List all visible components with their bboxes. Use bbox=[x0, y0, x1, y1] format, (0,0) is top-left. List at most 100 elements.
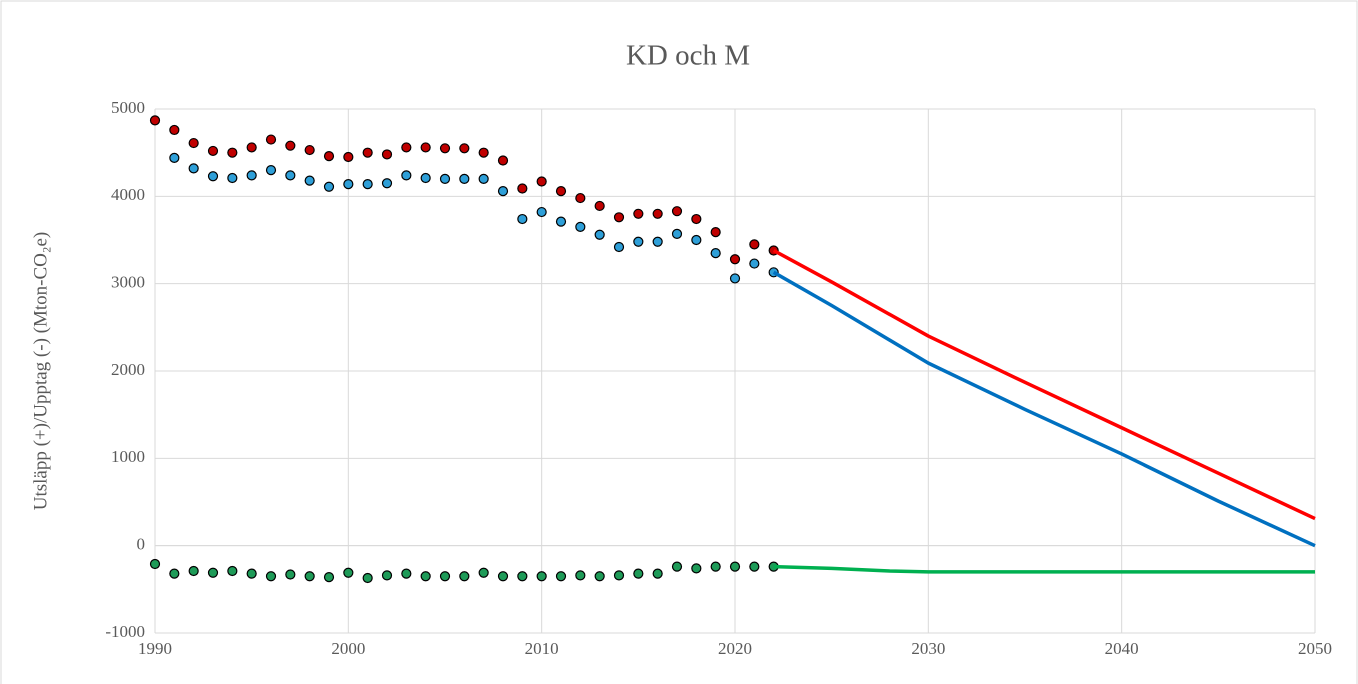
data-point bbox=[575, 570, 586, 581]
data-point bbox=[188, 163, 199, 174]
data-point bbox=[691, 213, 702, 225]
y-tick-label: 5000 bbox=[111, 98, 145, 117]
data-point bbox=[420, 571, 431, 582]
data-point bbox=[652, 208, 663, 219]
data-point bbox=[401, 568, 412, 579]
y-tick-label: 3000 bbox=[111, 273, 145, 292]
data-point bbox=[420, 172, 431, 184]
data-point bbox=[207, 145, 219, 157]
data-point bbox=[227, 147, 238, 158]
data-point bbox=[304, 571, 315, 582]
y-axis-title: Utsläpp (+)/Upptag (-) (Mton-CO₂e) bbox=[30, 232, 51, 511]
data-point bbox=[536, 206, 547, 218]
data-point bbox=[749, 561, 760, 572]
x-tick-label: 1990 bbox=[138, 639, 172, 658]
data-point bbox=[729, 254, 741, 265]
data-point bbox=[304, 144, 315, 156]
data-point bbox=[478, 147, 489, 158]
data-point bbox=[207, 567, 219, 578]
x-tick-label: 2040 bbox=[1105, 639, 1139, 658]
data-point bbox=[265, 134, 277, 145]
data-point bbox=[729, 561, 741, 572]
data-point bbox=[478, 173, 489, 184]
data-point bbox=[343, 179, 354, 190]
data-point bbox=[671, 561, 683, 572]
data-point bbox=[536, 571, 547, 582]
data-point bbox=[497, 185, 509, 197]
data-point bbox=[594, 200, 605, 212]
data-point bbox=[517, 183, 528, 194]
x-tick-label: 2000 bbox=[331, 639, 365, 658]
data-point bbox=[246, 170, 257, 181]
data-point bbox=[633, 568, 644, 579]
data-point bbox=[652, 236, 663, 247]
data-point bbox=[381, 149, 393, 160]
data-point bbox=[536, 176, 547, 187]
data-point bbox=[323, 181, 335, 192]
data-point bbox=[594, 571, 605, 582]
data-point bbox=[169, 124, 180, 136]
data-point bbox=[749, 258, 760, 269]
data-point bbox=[439, 571, 451, 582]
y-tick-label: -1000 bbox=[105, 622, 145, 641]
data-point bbox=[671, 206, 683, 217]
chart-title: KD och M bbox=[626, 40, 750, 72]
data-line bbox=[772, 248, 1316, 521]
data-point bbox=[246, 142, 257, 153]
y-tick-label: 4000 bbox=[111, 185, 145, 204]
data-point bbox=[169, 152, 180, 164]
data-point bbox=[362, 147, 373, 158]
data-point bbox=[304, 175, 315, 186]
data-point bbox=[323, 151, 335, 162]
data-point bbox=[227, 565, 238, 577]
data-point bbox=[729, 273, 741, 284]
data-point bbox=[285, 569, 296, 580]
data-point bbox=[420, 142, 431, 153]
data-point bbox=[362, 572, 373, 584]
data-point bbox=[710, 248, 721, 259]
data-point bbox=[265, 571, 277, 582]
data-point bbox=[188, 137, 199, 149]
data-point bbox=[401, 170, 412, 181]
y-tick-label: 0 bbox=[137, 535, 146, 554]
data-line bbox=[772, 270, 1316, 548]
data-point bbox=[555, 571, 567, 582]
data-point bbox=[613, 241, 625, 253]
data-line bbox=[773, 564, 1315, 574]
data-point bbox=[246, 568, 257, 579]
data-point bbox=[575, 221, 586, 232]
data-point bbox=[207, 171, 219, 182]
y-tick-label: 1000 bbox=[111, 447, 145, 466]
data-point bbox=[497, 155, 509, 166]
data-point bbox=[691, 234, 702, 246]
data-point bbox=[149, 115, 161, 126]
data-point bbox=[555, 216, 567, 227]
data-point bbox=[555, 185, 567, 197]
data-point bbox=[652, 568, 663, 579]
data-point bbox=[401, 142, 412, 153]
data-point bbox=[478, 567, 489, 578]
data-point bbox=[633, 236, 644, 247]
data-point bbox=[710, 561, 721, 572]
x-tick-label: 2010 bbox=[525, 639, 559, 658]
data-point bbox=[749, 239, 760, 250]
data-point bbox=[691, 563, 702, 574]
data-point bbox=[265, 165, 277, 176]
data-point bbox=[323, 572, 335, 583]
data-point bbox=[188, 565, 199, 577]
data-point bbox=[517, 213, 528, 225]
data-point bbox=[517, 571, 528, 582]
data-point bbox=[613, 212, 625, 223]
data-point bbox=[459, 143, 470, 154]
data-point bbox=[497, 571, 509, 582]
data-point bbox=[594, 229, 605, 240]
data-point bbox=[439, 173, 451, 184]
data-point bbox=[149, 558, 161, 570]
data-point bbox=[710, 227, 721, 238]
data-point bbox=[459, 173, 470, 184]
data-point bbox=[285, 170, 296, 181]
data-point bbox=[227, 172, 238, 184]
data-point bbox=[343, 151, 354, 163]
